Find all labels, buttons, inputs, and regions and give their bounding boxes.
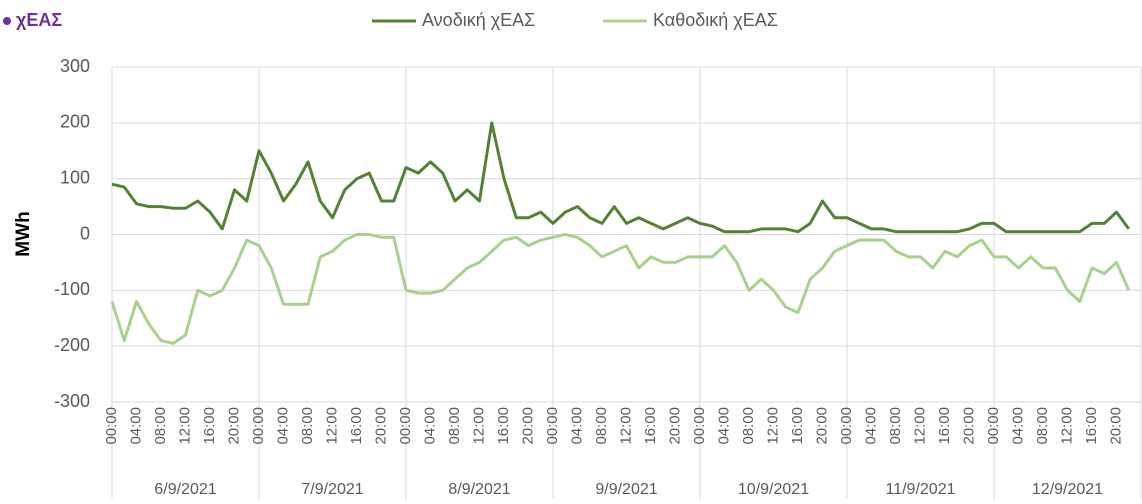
y-axis-label: MWh: [13, 211, 34, 256]
x-tick-label: 20:00: [225, 407, 242, 445]
y-tick-label: 200: [60, 112, 90, 132]
x-tick-label: 12:00: [470, 407, 487, 445]
x-tick-label: 20:00: [666, 407, 683, 445]
series-line: [111, 121, 1130, 234]
y-tick-label: 0: [80, 223, 90, 243]
x-tick-label: 16:00: [936, 407, 953, 445]
x-tick-label: 08:00: [299, 407, 316, 445]
x-tick-label: 16:00: [348, 407, 365, 445]
x-tick-label: 08:00: [593, 407, 610, 445]
x-tick-label: 08:00: [1034, 407, 1051, 445]
day-label: 10/9/2021: [738, 481, 809, 498]
y-tick-label: -200: [54, 335, 90, 355]
x-tick-label: 00:00: [103, 407, 120, 445]
x-tick-label: 00:00: [985, 407, 1002, 445]
x-tick-label: 04:00: [715, 407, 732, 445]
x-tick-label: 20:00: [1107, 407, 1124, 445]
x-tick-label: 08:00: [152, 407, 169, 445]
x-tick-label: 04:00: [127, 407, 144, 445]
x-tick-label: 12:00: [911, 407, 928, 445]
day-label: 6/9/2021: [154, 481, 216, 498]
day-label: 11/9/2021: [886, 481, 956, 498]
x-tick-label: 20:00: [813, 407, 830, 445]
day-label: 7/9/2021: [301, 481, 363, 498]
y-tick-label: 100: [60, 167, 90, 187]
y-tick-label: -100: [54, 279, 90, 299]
x-tick-label: 04:00: [1009, 407, 1026, 445]
x-tick-label: 12:00: [176, 407, 193, 445]
y-tick-label: 300: [60, 56, 90, 76]
day-label: 8/9/2021: [448, 481, 510, 498]
x-tick-label: 08:00: [740, 407, 757, 445]
x-tick-label: 16:00: [1083, 407, 1100, 445]
x-tick-label: 00:00: [397, 407, 414, 445]
x-tick-label: 16:00: [201, 407, 218, 445]
x-tick-label: 04:00: [862, 407, 879, 445]
legend-label: Καθοδική χΕΑΣ: [653, 10, 778, 30]
x-tick-label: 12:00: [764, 407, 781, 445]
chart-title: χΕΑΣ: [16, 10, 62, 30]
x-tick-label: 16:00: [495, 407, 512, 445]
day-label: 12/9/2021: [1032, 481, 1103, 498]
x-tick-label: 12:00: [617, 407, 634, 445]
x-tick-label: 16:00: [789, 407, 806, 445]
x-tick-label: 00:00: [838, 407, 855, 445]
x-tick-label: 08:00: [446, 407, 463, 445]
x-tick-label: 08:00: [887, 407, 904, 445]
x-tick-label: 04:00: [421, 407, 438, 445]
x-tick-label: 20:00: [960, 407, 977, 445]
title-bullet: [3, 17, 11, 25]
x-tick-label: 00:00: [691, 407, 708, 445]
x-tick-label: 04:00: [274, 407, 291, 445]
day-label: 9/9/2021: [595, 481, 657, 498]
x-tick-label: 20:00: [372, 407, 389, 445]
legend-label: Ανοδική χΕΑΣ: [422, 10, 535, 30]
y-tick-label: -300: [54, 391, 90, 411]
x-tick-label: 12:00: [1058, 407, 1075, 445]
x-tick-label: 20:00: [519, 407, 536, 445]
x-tick-label: 16:00: [642, 407, 659, 445]
series-line: [110, 233, 1131, 345]
x-tick-label: 12:00: [323, 407, 340, 445]
x-tick-label: 00:00: [544, 407, 561, 445]
x-tick-label: 04:00: [568, 407, 585, 445]
x-tick-label: 00:00: [250, 407, 267, 445]
